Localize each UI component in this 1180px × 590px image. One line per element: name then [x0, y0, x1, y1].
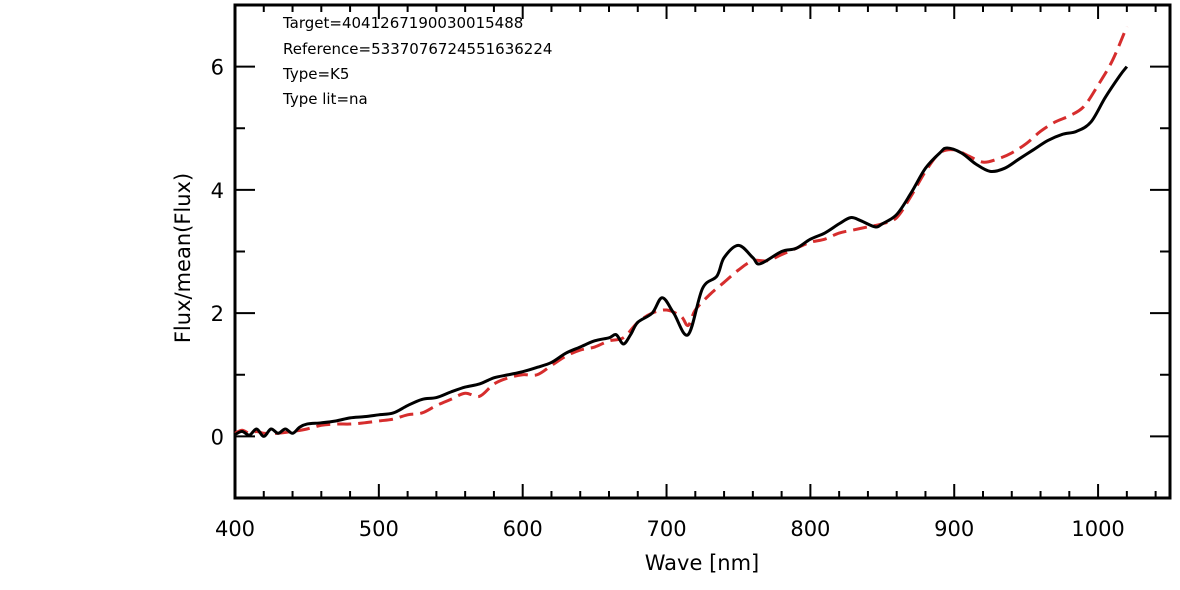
y-tick-label: 2	[211, 302, 224, 326]
x-axis-title: Wave [nm]	[645, 551, 759, 575]
axis-ticks	[234, 4, 1170, 499]
x-tick-label: 1000	[1071, 517, 1124, 541]
series-layer	[234, 25, 1129, 438]
target-spectrum-line	[234, 65, 1129, 438]
y-tick-label: 0	[211, 425, 224, 449]
x-tick-label: 800	[790, 517, 830, 541]
y-tick-label: 6	[211, 56, 224, 80]
reference-spectrum-line	[234, 25, 1129, 435]
x-tick-label: 500	[359, 517, 399, 541]
x-tick-label: 900	[934, 517, 974, 541]
x-tick-label: 700	[646, 517, 686, 541]
x-tick-label: 600	[503, 517, 543, 541]
annotation-target: Target=4041267190030015488	[282, 14, 523, 32]
x-tick-label: 400	[215, 517, 255, 541]
y-tick-label: 4	[211, 179, 224, 203]
annotation-type: Type=K5	[282, 65, 349, 83]
y-axis-title: Flux/mean(Flux)	[171, 173, 195, 343]
annotation-reference: Reference=5337076724551636224	[283, 40, 552, 58]
annotation-type-lit: Type lit=na	[282, 90, 368, 108]
axis-tick-labels: 400 500 600 700 800 900 1000 0 2 4 6	[211, 56, 1125, 541]
plot-frame	[233, 3, 1172, 500]
